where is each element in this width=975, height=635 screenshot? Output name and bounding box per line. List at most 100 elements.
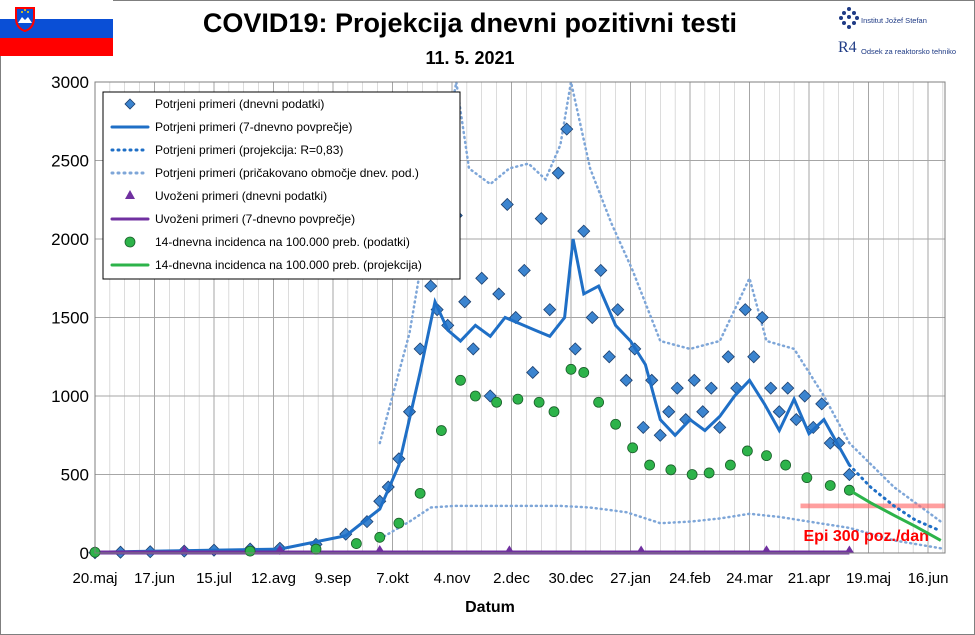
daily-case-point bbox=[662, 405, 676, 419]
daily-case-point bbox=[704, 381, 718, 395]
x-axis-label: Datum bbox=[465, 599, 515, 616]
daily-case-point bbox=[815, 397, 829, 411]
x-tick-label: 9.sep bbox=[315, 570, 352, 587]
incidence-point bbox=[627, 442, 639, 454]
daily-case-point bbox=[492, 287, 506, 301]
legend-box bbox=[102, 91, 461, 280]
ijs-logo-text: Institut Jožef Stefan bbox=[861, 16, 927, 25]
chart-axes: 0 500 1000 1500 2000 2500 3000 20.maj 17.jun 15.j… bbox=[51, 73, 948, 616]
incidence-point bbox=[469, 390, 481, 402]
incidence-point bbox=[414, 487, 426, 499]
daily-case-point bbox=[696, 405, 710, 419]
institute-logo: Institut Jožef Stefan R4 Odsek za reakto… bbox=[836, 6, 971, 64]
threshold-label: Epi 300 poz./dan bbox=[804, 528, 929, 545]
daily-case-point bbox=[611, 303, 625, 317]
daily-case-point bbox=[543, 303, 557, 317]
daily-case-point bbox=[755, 310, 769, 325]
daily-case-point bbox=[568, 342, 582, 356]
incidence-point bbox=[533, 396, 545, 408]
daily-case-point bbox=[636, 420, 650, 434]
daily-case-point bbox=[798, 389, 812, 403]
incidence-point bbox=[350, 538, 362, 549]
incidence-point bbox=[435, 425, 447, 436]
chart-legend: Potrjeni primeri (dnevni podatki) Potrjen… bbox=[102, 91, 461, 280]
incidence-point bbox=[244, 545, 256, 557]
x-tick-label: 7.okt bbox=[376, 570, 409, 587]
daily-case-point bbox=[500, 197, 514, 212]
x-tick-label: 2.dec bbox=[493, 570, 530, 587]
daily-case-point bbox=[738, 303, 752, 317]
daily-case-point bbox=[789, 412, 803, 427]
daily-case-point bbox=[560, 122, 574, 136]
y-tick-label: 0 bbox=[80, 544, 89, 563]
incidence-point bbox=[578, 367, 590, 378]
incidence-projection-line bbox=[848, 488, 942, 542]
ijs-dots-icon bbox=[839, 7, 859, 29]
daily-case-point bbox=[687, 373, 701, 387]
y-tick-label: 1500 bbox=[51, 309, 89, 328]
legend-marker bbox=[125, 190, 135, 199]
daily-case-point bbox=[653, 428, 667, 442]
incidence-point bbox=[310, 543, 322, 555]
incidence-point bbox=[801, 472, 813, 484]
incidence-point bbox=[780, 459, 792, 471]
y-tick-label: 2500 bbox=[51, 152, 89, 171]
threshold-band-rect bbox=[800, 503, 945, 509]
daily-case-point bbox=[713, 420, 727, 434]
daily-case-point bbox=[458, 295, 472, 309]
incidence-point bbox=[644, 459, 656, 471]
cases-projection-line bbox=[847, 463, 943, 533]
x-tick-label: 19.maj bbox=[846, 570, 891, 587]
daily-case-point bbox=[577, 224, 591, 238]
daily-case-point bbox=[602, 350, 616, 364]
legend-entry-label: 14-dnevna incidenca na 100.000 preb. (pr… bbox=[155, 258, 422, 272]
x-tick-label: 12.avg bbox=[251, 570, 296, 587]
y-tick-label: 3000 bbox=[51, 73, 89, 92]
x-tick-label: 24.feb bbox=[669, 570, 711, 587]
x-tick-label: 17.jun bbox=[134, 570, 175, 587]
chart-title: COVID19: Projekcija dnevni pozitivni tes… bbox=[202, 8, 738, 38]
daily-case-point bbox=[721, 350, 735, 364]
incidence-point bbox=[548, 406, 560, 418]
incidence-point bbox=[665, 464, 677, 476]
daily-case-point bbox=[619, 373, 633, 387]
incidence-point bbox=[374, 531, 386, 543]
cases-7day-average-line bbox=[94, 238, 851, 554]
y-tick-label: 500 bbox=[61, 466, 89, 485]
daily-case-point bbox=[475, 271, 489, 285]
x-tick-label: 4.nov bbox=[434, 570, 471, 587]
threshold-band: Epi 300 poz./dan bbox=[800, 503, 945, 545]
x-tick-label: 20.maj bbox=[72, 570, 117, 587]
daily-case-point bbox=[526, 365, 540, 380]
daily-case-point bbox=[772, 405, 786, 419]
x-tick-label: 27.jan bbox=[610, 570, 651, 587]
daily-case-point bbox=[424, 279, 438, 293]
x-tick-label: 16.jun bbox=[908, 570, 949, 587]
incidence-point bbox=[724, 459, 736, 471]
legend-entry-label: Uvoženi primeri (7-dnevno povprečje) bbox=[155, 212, 355, 226]
legend-entry-label: Potrjeni primeri (7-dnevno povprečje) bbox=[155, 120, 352, 134]
daily-case-point bbox=[670, 381, 684, 395]
daily-case-point bbox=[466, 342, 480, 356]
incidence-point bbox=[824, 480, 836, 491]
x-tick-label: 24.mar bbox=[726, 570, 773, 587]
expected-range-lower-line bbox=[378, 504, 943, 550]
legend-entry-label: Uvoženi primeri (dnevni podatki) bbox=[155, 189, 327, 203]
incidence-point bbox=[593, 396, 605, 408]
incidence-point bbox=[565, 363, 577, 375]
x-tick-label: 30.dec bbox=[548, 570, 594, 587]
daily-case-point bbox=[842, 467, 856, 482]
legend-entry-label: Potrjeni primeri (projekcija: R=0,83) bbox=[155, 143, 343, 157]
incidence-point bbox=[491, 396, 503, 408]
daily-case-point bbox=[585, 310, 599, 325]
daily-case-point bbox=[781, 381, 795, 395]
incidence-point bbox=[455, 374, 466, 386]
slovenia-flag-icon bbox=[0, 0, 113, 56]
legend-entry-label: Potrjeni primeri (pričakovano območje dn… bbox=[155, 166, 419, 180]
incidence-point bbox=[512, 393, 524, 405]
incidence-point bbox=[610, 418, 622, 430]
daily-case-point bbox=[534, 212, 548, 226]
legend-entry-label: Potrjeni primeri (dnevni podatki) bbox=[155, 97, 324, 111]
chart-subtitle: 11. 5. 2021 bbox=[425, 48, 515, 68]
